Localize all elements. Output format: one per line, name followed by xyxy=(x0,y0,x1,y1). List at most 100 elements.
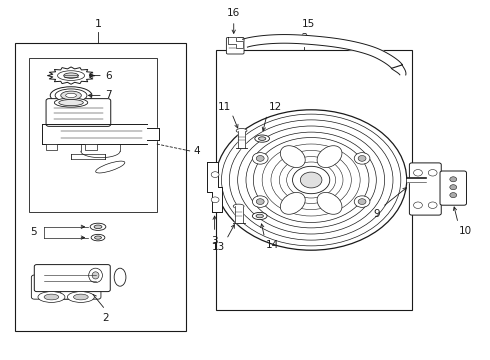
Circle shape xyxy=(211,172,219,177)
Ellipse shape xyxy=(66,93,76,98)
Circle shape xyxy=(252,153,268,164)
Polygon shape xyxy=(71,154,105,159)
Polygon shape xyxy=(235,206,243,223)
Bar xyxy=(29,58,157,212)
Polygon shape xyxy=(42,124,147,144)
Text: 13: 13 xyxy=(212,242,225,252)
Ellipse shape xyxy=(59,100,83,106)
Ellipse shape xyxy=(54,98,88,107)
Circle shape xyxy=(256,156,264,161)
Ellipse shape xyxy=(64,73,78,78)
Circle shape xyxy=(279,157,343,203)
Circle shape xyxy=(216,110,407,250)
FancyBboxPatch shape xyxy=(31,275,72,299)
Ellipse shape xyxy=(252,212,267,220)
Ellipse shape xyxy=(233,204,244,208)
Ellipse shape xyxy=(61,91,81,100)
Ellipse shape xyxy=(89,268,102,283)
Circle shape xyxy=(287,162,336,198)
Ellipse shape xyxy=(114,268,126,286)
Circle shape xyxy=(246,132,376,228)
Text: 1: 1 xyxy=(95,19,101,29)
Circle shape xyxy=(450,185,457,190)
Text: 16: 16 xyxy=(227,8,241,18)
Circle shape xyxy=(428,202,437,208)
Ellipse shape xyxy=(91,234,105,241)
FancyBboxPatch shape xyxy=(410,163,441,215)
Ellipse shape xyxy=(94,225,102,229)
Circle shape xyxy=(354,153,370,164)
Text: 10: 10 xyxy=(459,226,472,236)
Text: 11: 11 xyxy=(218,102,231,112)
Circle shape xyxy=(414,170,422,176)
Text: 5: 5 xyxy=(30,227,37,237)
Ellipse shape xyxy=(96,161,125,173)
Ellipse shape xyxy=(256,214,264,218)
Circle shape xyxy=(294,167,328,193)
Ellipse shape xyxy=(95,236,101,239)
FancyBboxPatch shape xyxy=(226,37,244,54)
FancyBboxPatch shape xyxy=(440,171,466,205)
Circle shape xyxy=(358,156,366,161)
Ellipse shape xyxy=(236,129,247,133)
Circle shape xyxy=(414,202,422,208)
Ellipse shape xyxy=(44,294,59,300)
Ellipse shape xyxy=(280,193,305,214)
Text: 2: 2 xyxy=(102,313,109,323)
Ellipse shape xyxy=(280,146,305,167)
Ellipse shape xyxy=(255,135,270,142)
Bar xyxy=(46,144,57,150)
Polygon shape xyxy=(48,67,95,84)
Circle shape xyxy=(256,199,264,204)
Polygon shape xyxy=(207,162,222,212)
Circle shape xyxy=(450,177,457,182)
Bar xyxy=(15,43,186,331)
Text: 7: 7 xyxy=(105,90,112,100)
Ellipse shape xyxy=(57,71,84,81)
Text: 4: 4 xyxy=(194,146,200,156)
Polygon shape xyxy=(238,131,245,148)
Polygon shape xyxy=(228,37,243,48)
Circle shape xyxy=(300,172,322,188)
Polygon shape xyxy=(392,64,406,75)
Circle shape xyxy=(238,126,385,234)
Polygon shape xyxy=(407,178,426,182)
Ellipse shape xyxy=(38,292,65,302)
Circle shape xyxy=(271,150,351,210)
Ellipse shape xyxy=(259,137,266,140)
Ellipse shape xyxy=(74,294,88,300)
Circle shape xyxy=(293,166,330,194)
FancyBboxPatch shape xyxy=(34,265,110,292)
Circle shape xyxy=(252,196,268,207)
Circle shape xyxy=(221,114,401,246)
Ellipse shape xyxy=(90,223,106,230)
Bar xyxy=(216,50,412,310)
Text: 3: 3 xyxy=(211,236,218,246)
Ellipse shape xyxy=(92,272,99,279)
Text: 15: 15 xyxy=(302,19,316,29)
Ellipse shape xyxy=(317,146,342,167)
Circle shape xyxy=(428,170,437,176)
Text: 6: 6 xyxy=(105,71,112,81)
FancyBboxPatch shape xyxy=(46,99,111,126)
Ellipse shape xyxy=(67,292,94,302)
Text: 8: 8 xyxy=(300,33,307,43)
Text: 12: 12 xyxy=(269,102,282,112)
Polygon shape xyxy=(147,128,159,140)
Circle shape xyxy=(301,173,321,187)
Circle shape xyxy=(354,196,370,207)
Circle shape xyxy=(450,193,457,198)
Text: 14: 14 xyxy=(266,240,279,250)
Ellipse shape xyxy=(50,87,92,104)
Circle shape xyxy=(253,138,369,222)
FancyBboxPatch shape xyxy=(61,275,101,299)
Ellipse shape xyxy=(55,89,87,102)
Circle shape xyxy=(262,144,360,216)
Circle shape xyxy=(229,120,393,240)
Circle shape xyxy=(211,197,219,203)
Circle shape xyxy=(358,199,366,204)
Bar xyxy=(85,144,97,150)
Text: 9: 9 xyxy=(373,209,380,219)
Ellipse shape xyxy=(317,193,342,214)
Polygon shape xyxy=(243,35,402,68)
